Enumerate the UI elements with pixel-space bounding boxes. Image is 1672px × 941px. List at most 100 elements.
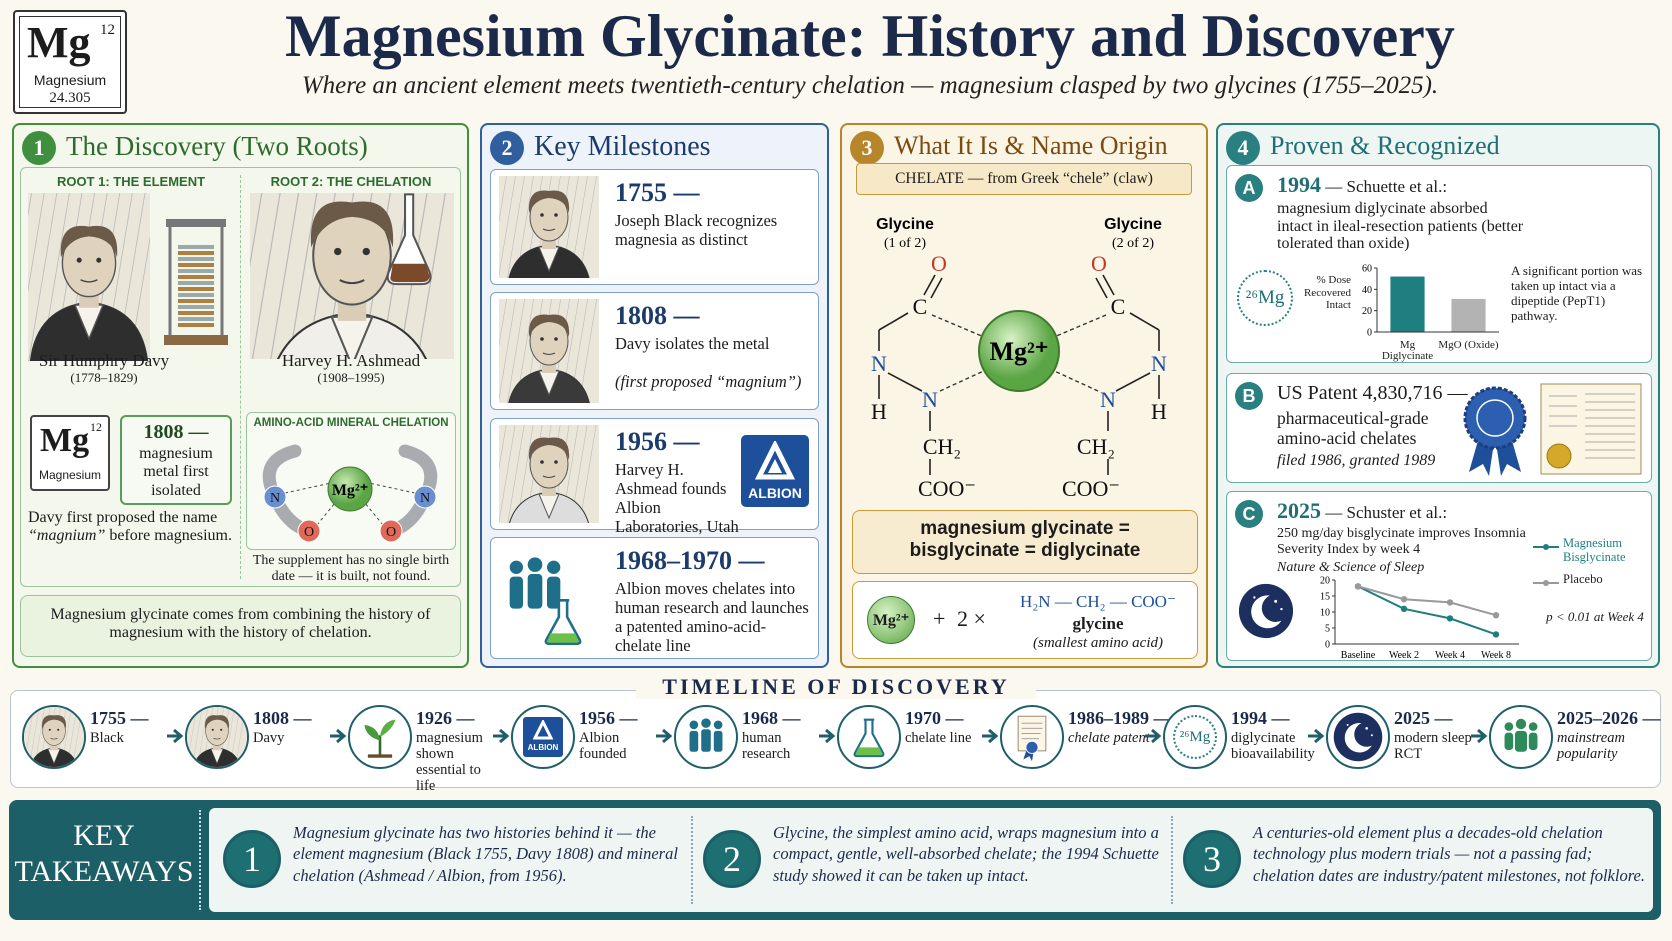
decoration xyxy=(178,275,214,279)
decoration xyxy=(1025,740,1039,754)
timeline-year: 1970 — xyxy=(905,708,964,728)
timeline-icon xyxy=(1000,705,1064,769)
decoration xyxy=(250,193,263,268)
element-name: Magnesium xyxy=(33,72,107,88)
timeline-arrow xyxy=(656,728,673,744)
x-tick-label: Week 8 xyxy=(1481,650,1511,661)
divider xyxy=(199,810,201,910)
legend-swatch xyxy=(1533,544,1559,550)
decoration xyxy=(542,352,556,355)
decoration xyxy=(1504,732,1514,750)
x-tick-label: Baseline xyxy=(1341,650,1376,661)
takeaway-text: Glycine, the simplest amino acid, wraps … xyxy=(773,823,1159,885)
timeline-text: Black xyxy=(90,730,124,746)
y-tick-label: 60 xyxy=(1362,264,1372,275)
decoration xyxy=(1514,730,1528,752)
milestone-note: (first proposed “magnium”) xyxy=(615,372,802,391)
takeaway-number: 2 xyxy=(703,830,761,888)
decoration xyxy=(1021,722,1043,740)
element-name: Magnesium xyxy=(38,468,102,482)
atom-label: C xyxy=(913,294,928,319)
divider xyxy=(691,816,693,904)
timeline-arrow xyxy=(1471,728,1488,744)
decoration xyxy=(819,728,836,744)
decoration xyxy=(1344,722,1372,753)
magnesium-ion xyxy=(978,310,1060,392)
takeaways-panel: 1 Magnesium glycinate has two histories b… xyxy=(209,808,1653,912)
y-tick-label: 40 xyxy=(1362,285,1372,296)
person-name: Sir Humphry Davy xyxy=(38,351,170,370)
decoration xyxy=(187,707,192,735)
divider xyxy=(240,175,241,579)
series-line xyxy=(1357,585,1497,617)
decoration xyxy=(1238,583,1294,639)
inner-frame xyxy=(20,167,461,587)
atom-label: N xyxy=(922,387,938,412)
decoration xyxy=(1504,722,1514,731)
milestone-card: 1956 — Harvey H. Ashmead founds Albion La… xyxy=(490,418,819,536)
decoration xyxy=(656,728,673,744)
bond xyxy=(1102,274,1115,296)
panel-title: What It Is & Name Origin xyxy=(894,131,1168,160)
decoration xyxy=(755,441,795,480)
decoration xyxy=(1549,393,1635,459)
decoration xyxy=(28,193,58,361)
decoration xyxy=(509,557,561,609)
root-label: ROOT 1: THE ELEMENT xyxy=(56,174,206,189)
takeaways-band: KEY TAKEAWAYS 1 Magnesium glycinate has tw… xyxy=(9,800,1661,920)
significance-note: p < 0.01 at Week 4 xyxy=(1546,609,1644,624)
chelation-diagram: N N O O Mg²⁺ xyxy=(262,444,438,543)
decoration xyxy=(1274,599,1278,603)
timeline-arrow xyxy=(819,728,836,744)
bond xyxy=(930,277,943,299)
page-title: Magnesium Glycinate: History and Discove… xyxy=(285,3,1455,69)
atom-label: H xyxy=(871,399,887,424)
note-part: “magnium” xyxy=(28,527,106,545)
journal: Nature & Science of Sleep xyxy=(1277,560,1425,575)
timeline-title: TIMELINE OF DISCOVERY xyxy=(636,674,1036,700)
panel-title: Key Milestones xyxy=(534,131,711,162)
decoration xyxy=(24,707,29,735)
decoration xyxy=(554,460,558,464)
decoration xyxy=(499,425,516,523)
atom-label: CH₂ xyxy=(1077,434,1115,459)
albion-logo: ALBION xyxy=(523,717,563,757)
timeline-icon xyxy=(1326,705,1390,769)
data-point xyxy=(1492,612,1500,619)
decoration xyxy=(339,279,365,285)
y-tick-label: 0 xyxy=(1325,640,1330,651)
x-tick-label: Mg Diglycinate xyxy=(1381,339,1434,362)
decoration xyxy=(80,279,98,283)
decoration xyxy=(554,213,558,217)
timeline-text: chelate line xyxy=(905,730,972,746)
summary-box: Magnesium glycinate comes from combining… xyxy=(20,595,461,657)
milestone-card: 1808 — Davy isolates the metal (first prop… xyxy=(490,292,819,410)
decoration xyxy=(178,293,214,297)
legend-dot xyxy=(1543,544,1549,550)
study-text: 250 mg/day bisglycinate improves Insomni… xyxy=(1277,526,1526,558)
decoration xyxy=(509,560,523,574)
milestone-portrait xyxy=(499,299,599,403)
timeline-icon: ²⁶Mg xyxy=(1163,705,1227,769)
timeline-arrow xyxy=(493,728,510,744)
coordination-bond xyxy=(939,368,989,392)
milestone-year: 1956 — xyxy=(615,427,700,456)
milestone-card: 1968–1970 — Albion moves chelates into hu… xyxy=(490,537,819,659)
decoration xyxy=(1145,728,1162,744)
evidence-card: B US Patent 4,830,716 — pharmaceutical-gra… xyxy=(1226,373,1652,483)
reaction-box: Mg²⁺ +2 × H₂N — CH₂ — COO⁻ glycine (smallest… xyxy=(852,581,1198,659)
timeline-arrow xyxy=(982,728,999,744)
timeline-symbol xyxy=(1017,715,1047,762)
decoration xyxy=(220,728,223,731)
chelation-label: AMINO-ACID MINERAL CHELATION xyxy=(253,417,449,429)
panel: 3 What It Is & Name Origin CHELATE — from … xyxy=(840,123,1208,668)
milestone-text: Harvey H. Ashmead founds Albion Laborato… xyxy=(615,460,739,536)
y-tick-label: 5 xyxy=(1325,624,1330,635)
timeline-text: Davy xyxy=(253,730,285,746)
timeline-symbol xyxy=(364,719,396,758)
timeline-icon xyxy=(837,705,901,769)
root-label: ROOT 2: THE CHELATION xyxy=(270,174,432,189)
decoration xyxy=(1346,723,1349,726)
atom-label: C xyxy=(1111,294,1126,319)
decoration xyxy=(213,737,221,740)
